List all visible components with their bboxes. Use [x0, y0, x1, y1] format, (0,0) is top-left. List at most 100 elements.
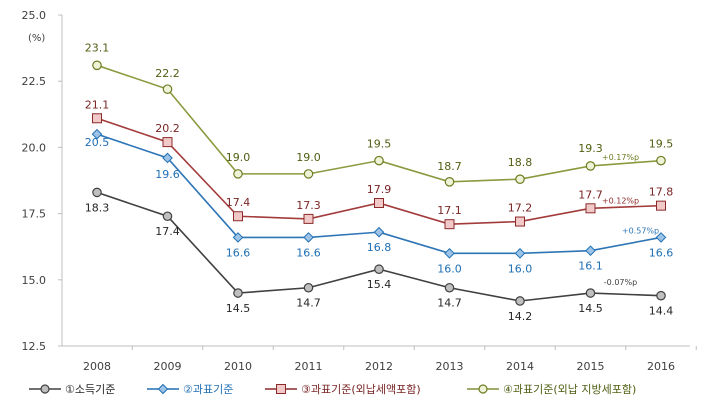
y-tick-label: 20.0 — [22, 141, 47, 154]
data-label: 18.3 — [85, 201, 110, 214]
legend-label-series-3: ③과표기준(외납세액포함) — [301, 383, 421, 396]
x-tick-label: 2014 — [506, 360, 534, 373]
data-point — [655, 232, 667, 243]
chart-legend: ①소득기준 ②과표기준 ③과표기준(외납세액포함) ④과표기준(외납 지방세포함… — [0, 377, 709, 401]
data-label: 16.8 — [367, 241, 392, 254]
data-point — [303, 169, 314, 179]
data-point — [656, 200, 666, 211]
data-label: 20.2 — [155, 122, 180, 135]
data-label: 14.5 — [578, 302, 603, 315]
x-tick-label: 2013 — [436, 360, 464, 373]
data-point — [162, 152, 173, 164]
legend-label-series-4: ④과표기준(외납 지방세포함) — [503, 383, 637, 396]
legend-item-series-4: ④과표기준(외납 지방세포함) — [466, 377, 636, 401]
data-label: 19.0 — [296, 151, 321, 164]
data-point — [514, 248, 526, 259]
data-point — [585, 288, 596, 298]
legend-marker-diamond-blue — [147, 383, 179, 395]
y-tick-label: 22.5 — [22, 75, 47, 88]
x-tick-label: 2008 — [83, 360, 111, 373]
legend-marker-circle-green — [467, 384, 499, 394]
legend-item-series-2: ②과표기준 — [146, 377, 233, 401]
data-point — [656, 290, 666, 301]
data-label: 14.7 — [296, 297, 321, 310]
data-point — [374, 198, 384, 209]
series-4 — [92, 60, 666, 187]
chart-series-lines — [91, 60, 667, 306]
y-tick-label: 17.5 — [22, 208, 47, 221]
data-label: 18.7 — [437, 160, 462, 173]
data-point — [515, 296, 525, 306]
legend-marker-circle-gray — [29, 384, 61, 394]
chart-data-labels: 18.3 17.4 14.5 14.7 15.4 14.7 14.2 14.5 14.4 -0.0… — [85, 41, 674, 323]
data-label: 17.9 — [367, 183, 392, 196]
data-point — [232, 232, 244, 243]
data-point — [444, 177, 455, 187]
change-annotation: +0.12%p — [602, 196, 639, 205]
data-label: 20.5 — [85, 136, 110, 149]
data-label: 17.4 — [226, 196, 251, 209]
data-point — [585, 203, 596, 214]
data-label: 19.3 — [578, 142, 603, 155]
data-point — [444, 248, 455, 259]
data-label: 14.5 — [226, 302, 251, 315]
data-label: 16.0 — [437, 262, 462, 275]
data-point — [656, 155, 666, 166]
data-label: 17.2 — [508, 202, 533, 215]
data-point — [374, 264, 384, 275]
y-tick-label: 15.0 — [22, 274, 47, 287]
series-1 — [92, 187, 666, 306]
series-3 — [92, 113, 666, 230]
data-label: 17.8 — [649, 186, 674, 199]
data-label: 14.7 — [437, 297, 462, 310]
x-tick-label: 2010 — [224, 360, 252, 373]
data-label: 16.1 — [578, 260, 603, 273]
data-label: 14.2 — [508, 310, 533, 323]
series-2 — [91, 128, 667, 259]
data-point — [92, 113, 102, 124]
legend-marker-square-pink — [265, 384, 297, 394]
data-point — [444, 282, 455, 293]
change-annotation: +0.17%p — [602, 153, 639, 162]
data-label: 22.2 — [155, 67, 180, 80]
change-annotation: -0.07%p — [604, 278, 637, 287]
data-point — [92, 187, 102, 198]
y-tick-label: 12.5 — [22, 340, 47, 353]
legend-item-series-3: ③과표기준(외납세액포함) — [264, 377, 421, 401]
x-tick-label: 2015 — [577, 360, 605, 373]
data-label: 17.7 — [578, 188, 603, 201]
data-label: 16.6 — [226, 246, 251, 259]
data-label: 17.3 — [296, 199, 321, 212]
data-label: 14.4 — [649, 305, 674, 318]
data-label: 19.6 — [155, 168, 180, 181]
data-point — [515, 216, 525, 227]
data-point — [162, 211, 173, 222]
legend-item-series-1: ①소득기준 — [28, 377, 115, 401]
data-point — [162, 84, 173, 94]
data-point — [162, 137, 173, 148]
series-line — [96, 117, 662, 225]
legend-label-series-1: ①소득기준 — [65, 383, 116, 396]
data-point — [585, 245, 596, 256]
data-label: 16.0 — [508, 262, 533, 275]
data-label: 17.1 — [437, 204, 462, 217]
data-label: 19.5 — [367, 138, 392, 151]
data-point — [233, 169, 243, 179]
data-point — [91, 128, 103, 140]
data-label: 23.1 — [85, 41, 110, 54]
data-point — [233, 211, 243, 222]
data-label: 18.8 — [508, 156, 533, 169]
data-point — [303, 232, 314, 243]
x-tick-label: 2012 — [365, 360, 393, 373]
x-tick-label: 2009 — [154, 360, 182, 373]
data-point — [303, 282, 314, 293]
data-label: 17.4 — [155, 225, 180, 238]
data-point — [233, 288, 243, 298]
data-label: 16.6 — [649, 246, 674, 259]
data-point — [303, 213, 314, 224]
y-axis-unit-label: (%) — [28, 33, 45, 44]
data-point — [585, 161, 596, 171]
data-point — [374, 155, 384, 166]
y-tick-label: 25.0 — [22, 9, 47, 22]
